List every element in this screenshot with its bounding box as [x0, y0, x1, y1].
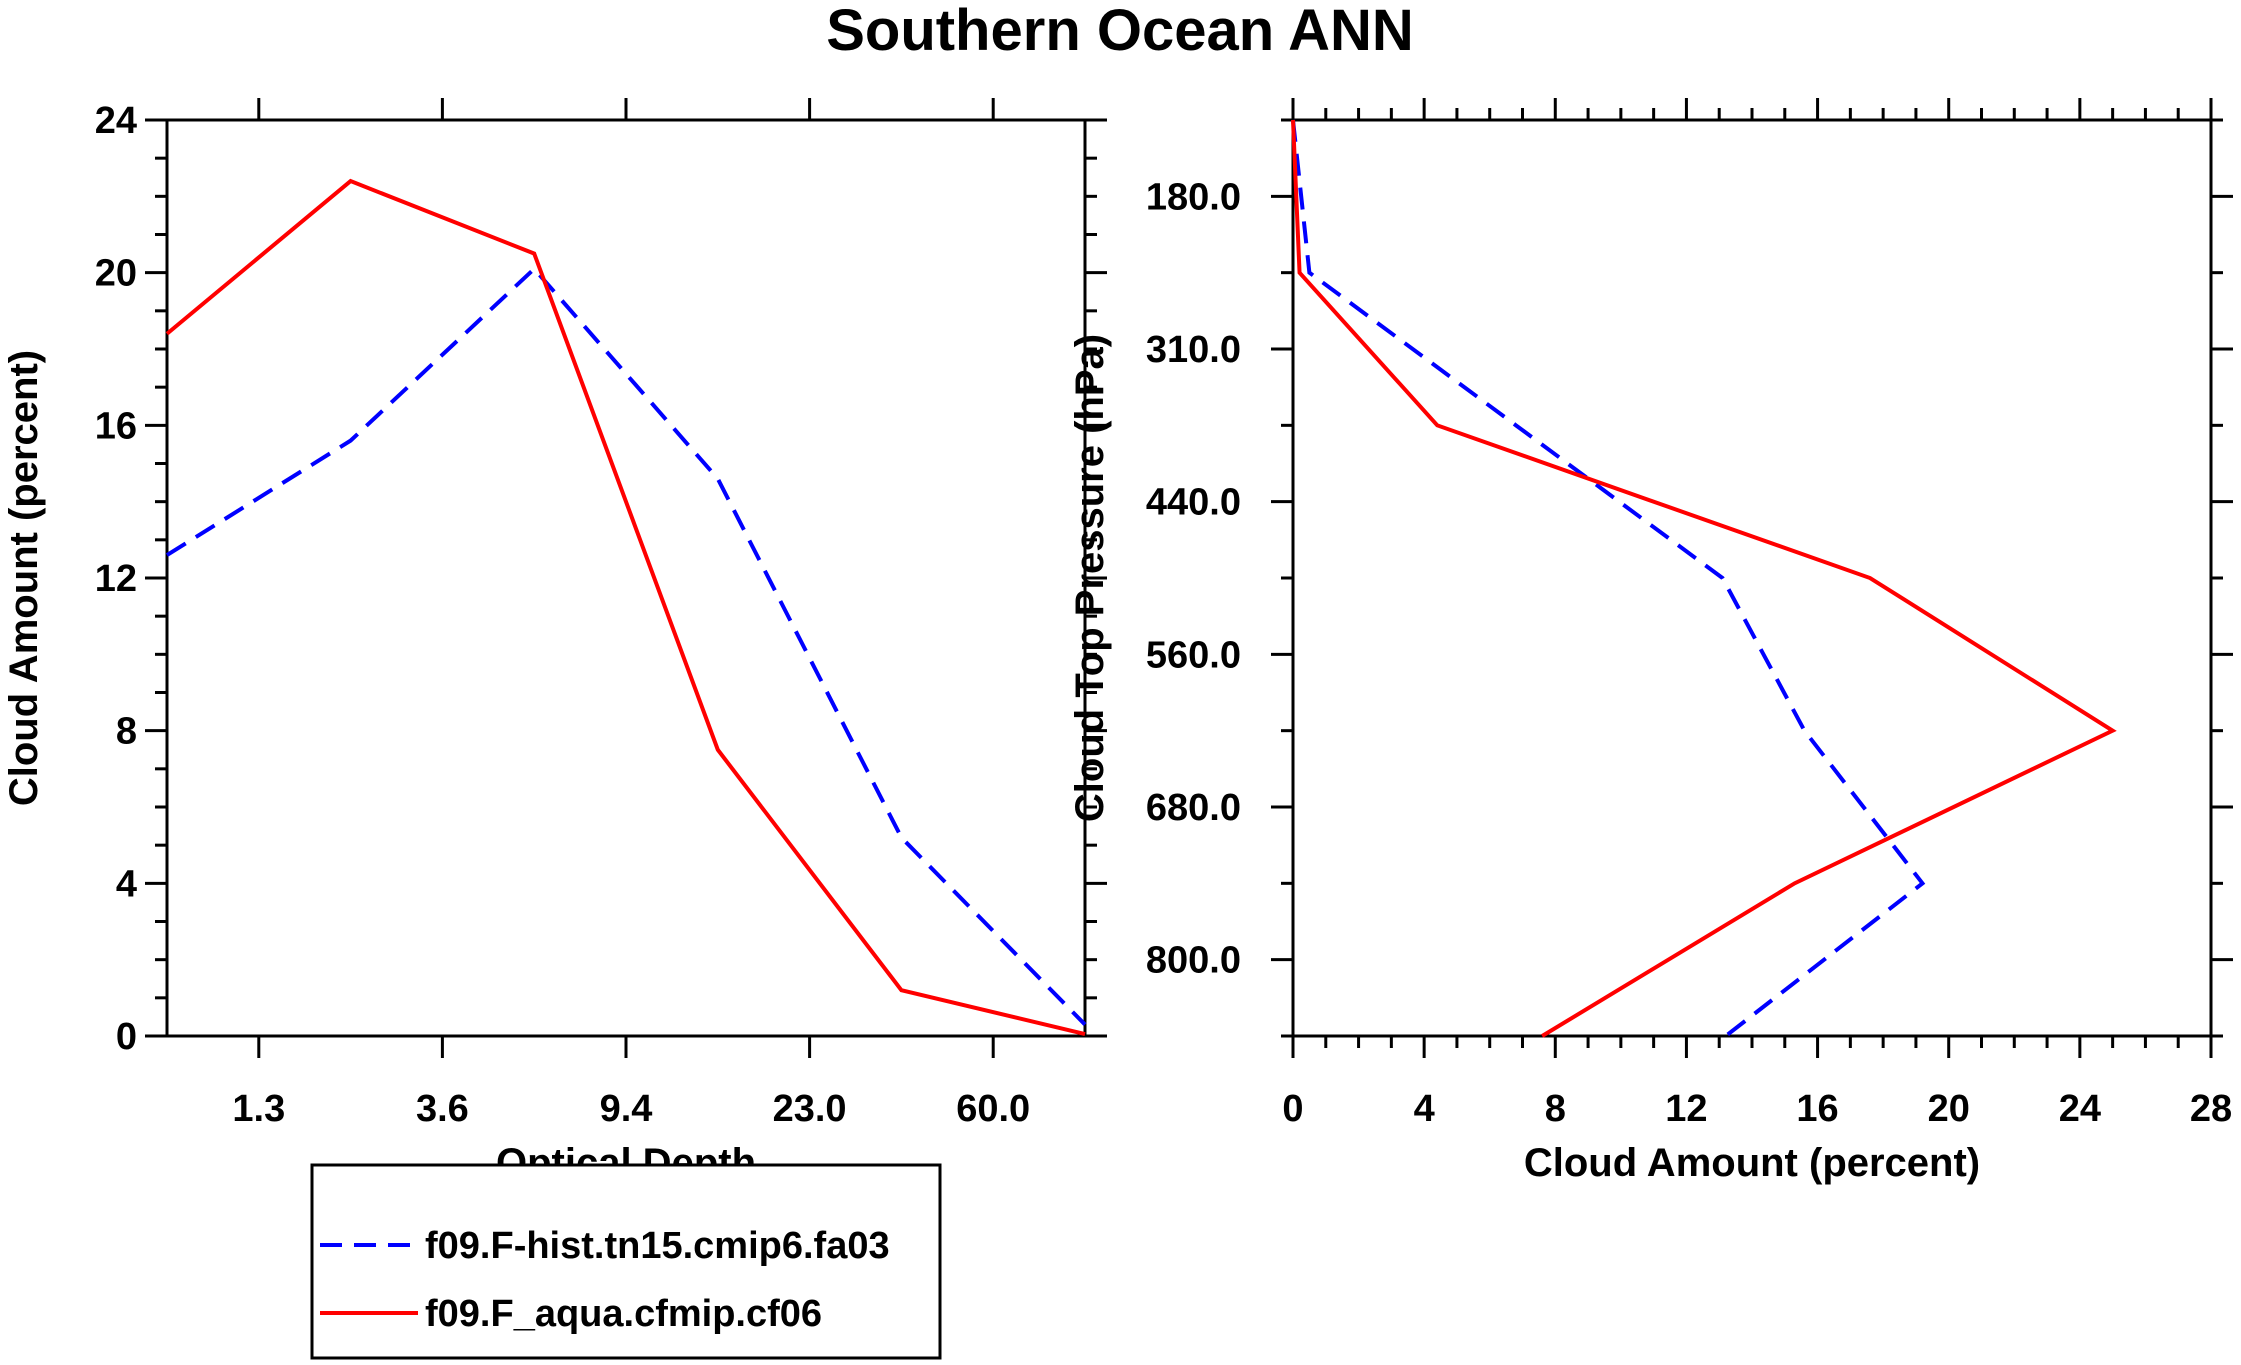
y-tick-label: 680.0	[1146, 787, 1241, 829]
x-tick-label: 60.0	[956, 1088, 1030, 1130]
x-tick-label: 3.6	[416, 1088, 469, 1130]
plot-frame	[1291, 118, 2213, 1038]
x-tick-label: 9.4	[600, 1088, 653, 1130]
y-tick-label: 800.0	[1146, 940, 1241, 982]
series-line-blue	[1291, 119, 1926, 1038]
x-tick-label: 12	[1665, 1088, 1707, 1130]
x-tick-label: 16	[1796, 1088, 1838, 1130]
plot-frame	[165, 118, 1087, 1038]
y-tick-label: 4	[116, 863, 137, 905]
x-tick-label: 23.0	[773, 1088, 847, 1130]
series-line-red	[165, 178, 1086, 1037]
x-tick-label: 0	[1282, 1088, 1303, 1130]
x-axis-title: Cloud Amount (percent)	[1524, 1141, 1980, 1185]
legend-box	[310, 1163, 942, 1360]
chart-title: Southern Ocean ANN	[826, 0, 1414, 63]
legend-label-blue: f09.F-hist.tn15.cmip6.fa03	[425, 1225, 890, 1267]
series-line-red	[1291, 119, 2117, 1038]
legend-label-red: f09.F_aqua.cfmip.cf06	[425, 1293, 822, 1335]
y-tick-label: 24	[95, 100, 137, 142]
series-line-blue	[165, 265, 1087, 1026]
y-tick-label: 310.0	[1146, 329, 1241, 371]
y-tick-label: 12	[95, 558, 137, 600]
x-tick-label: 24	[2059, 1088, 2101, 1130]
y-axis-title: Cloud Top Pressure (hPa)	[1068, 334, 1112, 822]
x-tick-label: 4	[1414, 1088, 1435, 1130]
x-tick-label: 1.3	[232, 1088, 285, 1130]
y-tick-label: 0	[116, 1016, 137, 1058]
pressure-panel: 0 4 8 12 16 20 24 28 180.0 310.0 440.0 560.0 680.0 80…	[1068, 98, 2233, 1185]
y-tick-label: 180.0	[1146, 176, 1241, 218]
y-tick-label: 440.0	[1146, 482, 1241, 524]
y-axis-title: Cloud Amount (percent)	[2, 350, 46, 806]
y-tick-label: 560.0	[1146, 634, 1241, 676]
legend: f09.F-hist.tn15.cmip6.fa03 f09.F_aqua.cf…	[310, 1163, 942, 1360]
x-tick-label: 20	[1928, 1088, 1970, 1130]
y-tick-label: 16	[95, 405, 137, 447]
x-tick-label: 8	[1545, 1088, 1566, 1130]
y-tick-label: 8	[116, 711, 137, 753]
x-tick-label: 28	[2190, 1088, 2232, 1130]
y-tick-label: 20	[95, 253, 137, 295]
